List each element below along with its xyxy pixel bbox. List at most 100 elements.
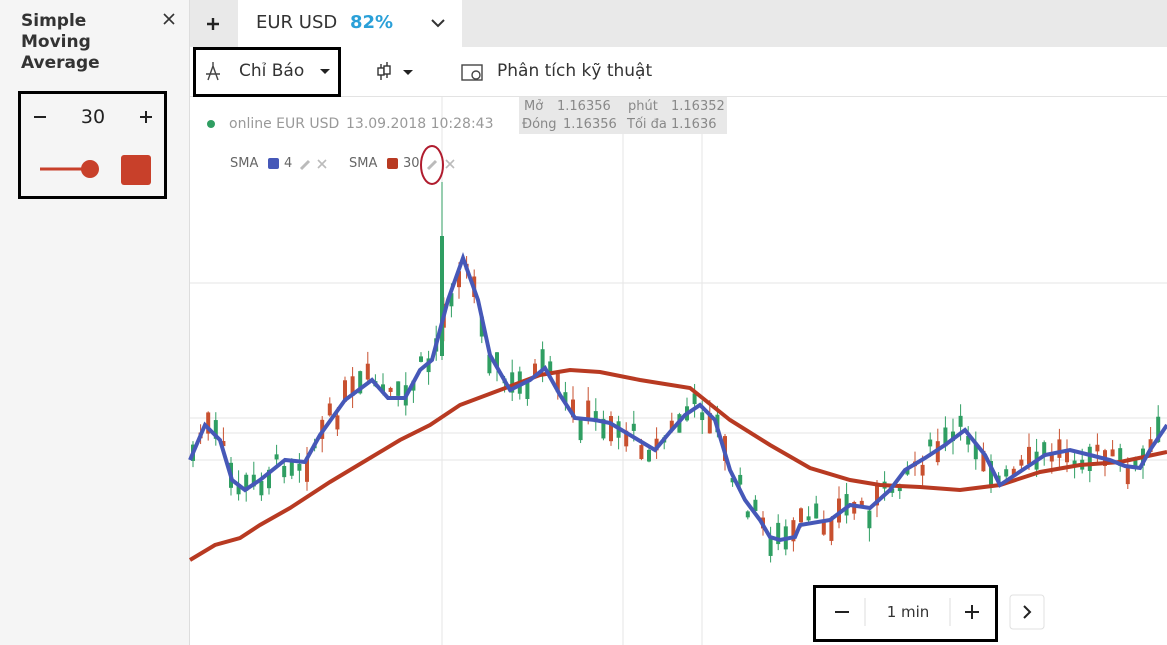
candle-body <box>730 478 735 483</box>
next-icon <box>1023 605 1032 619</box>
highlight-box <box>18 91 167 199</box>
candle-body <box>297 463 302 471</box>
dropdown-icon[interactable] <box>320 69 330 74</box>
candle-body <box>555 372 560 393</box>
toolbar-divider <box>190 96 1167 97</box>
highlight-box <box>193 47 341 97</box>
candle-body <box>1049 453 1054 462</box>
color-swatch[interactable] <box>121 155 151 185</box>
candle-body <box>586 400 591 421</box>
candle-body <box>890 488 895 493</box>
candle-body <box>563 392 568 404</box>
candle-icon-body <box>377 67 385 76</box>
sma-30-line <box>188 367 1167 562</box>
status-datetime: 13.09.2018 10:28:43 <box>346 116 494 132</box>
candle-body <box>1087 446 1092 471</box>
candle-body <box>799 508 803 523</box>
plus-icon[interactable] <box>140 111 152 123</box>
candle-body <box>951 431 955 442</box>
indicator-name: SMA <box>349 156 378 171</box>
active-tab[interactable] <box>238 0 462 47</box>
candle-body <box>1072 460 1077 465</box>
candle-body <box>791 520 796 542</box>
compass-icon <box>206 62 220 81</box>
payout: 82% <box>350 12 394 33</box>
candle-body <box>593 411 598 423</box>
max-label: Tối đa <box>627 117 667 132</box>
candle-body <box>548 361 553 375</box>
next-button[interactable] <box>1009 594 1045 630</box>
period-value[interactable]: 30 <box>80 106 106 128</box>
candle-body <box>1004 469 1009 477</box>
sma-4-line <box>188 252 1167 543</box>
candle-body <box>221 441 226 447</box>
add-tab-icon[interactable] <box>207 18 219 30</box>
indicator-period: 4 <box>284 156 293 171</box>
candle-body <box>1110 449 1115 457</box>
edit-icon[interactable] <box>426 159 438 171</box>
candle-body <box>236 484 241 495</box>
dropdown-icon[interactable] <box>403 70 413 75</box>
candle-body <box>867 510 872 529</box>
dropdown-icon[interactable] <box>431 19 445 28</box>
minute-label: phút <box>628 99 658 114</box>
candle-body <box>1057 439 1062 458</box>
sma-4-color[interactable] <box>268 158 279 169</box>
candle-body <box>897 486 902 492</box>
candle-body <box>806 516 811 521</box>
candle-body <box>1095 444 1100 452</box>
candle-body <box>1133 459 1138 466</box>
indicators-button[interactable]: Chỉ Báo <box>239 61 305 81</box>
close-label: Đóng <box>522 117 557 132</box>
candle-body <box>814 503 819 519</box>
max-value: 1.1636 <box>671 117 717 132</box>
candle-body <box>1011 468 1016 476</box>
candle-body <box>989 460 993 487</box>
timeframe-value: 1 min <box>886 603 930 621</box>
candle-body <box>388 387 393 392</box>
minute-value: 1.16352 <box>671 99 725 114</box>
candle-body <box>609 416 613 442</box>
remove-icon[interactable] <box>445 159 455 169</box>
candle-body <box>525 382 530 400</box>
close-icon[interactable] <box>163 13 175 25</box>
candle-body <box>601 418 606 439</box>
plus-icon[interactable] <box>965 605 979 619</box>
status-dot <box>207 120 215 128</box>
candle-body <box>213 420 218 439</box>
candle-body <box>639 445 644 459</box>
asset-name[interactable]: EUR USD <box>256 12 338 33</box>
candle-body <box>540 349 545 370</box>
open-value: 1.16356 <box>557 99 611 114</box>
analysis-icon[interactable] <box>461 64 483 81</box>
sma-30-color[interactable] <box>387 158 398 169</box>
candle-body <box>943 427 948 447</box>
candle-body <box>381 384 385 394</box>
candle-body <box>875 485 879 506</box>
candle-body <box>738 474 743 485</box>
candle-body <box>343 380 347 402</box>
grid <box>190 97 1167 645</box>
remove-icon[interactable] <box>317 159 327 169</box>
sidebar <box>0 0 190 645</box>
candle-body <box>206 412 211 434</box>
analysis-icon-lens <box>471 70 481 80</box>
candle-body <box>495 352 499 368</box>
candle-body <box>920 464 925 476</box>
slider-handle[interactable] <box>81 160 99 178</box>
candle-body <box>533 363 537 377</box>
edit-icon[interactable] <box>299 159 311 171</box>
candle-body <box>966 435 971 445</box>
candle-body <box>852 502 857 514</box>
candle-body <box>457 271 461 288</box>
candle-body <box>973 442 978 460</box>
candle-body <box>981 450 986 472</box>
status-text: online EUR USD <box>229 116 340 132</box>
candle-body <box>1065 449 1069 463</box>
analysis-button[interactable]: Phân tích kỹ thuật <box>497 61 653 81</box>
candle-body <box>251 474 256 487</box>
quote-box <box>519 97 727 134</box>
candle-body <box>396 381 401 396</box>
